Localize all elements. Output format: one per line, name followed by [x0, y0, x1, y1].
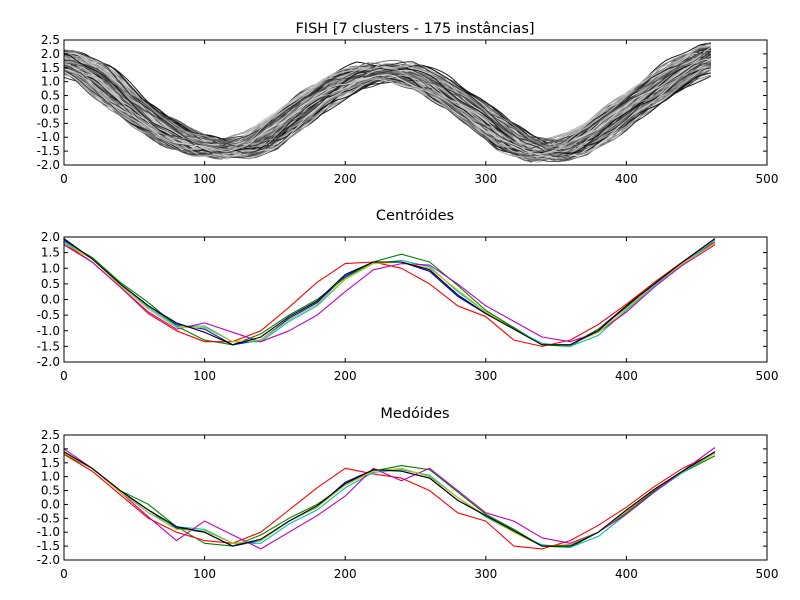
x-tick-label: 0	[60, 567, 68, 581]
x-tick-label: 500	[756, 567, 779, 581]
x-tick-label: 200	[334, 567, 357, 581]
panel-title: FISH [7 clusters - 175 instâncias]	[295, 21, 534, 37]
instance-line	[64, 52, 712, 154]
y-tick-label: -2.0	[37, 355, 60, 369]
y-tick-label: 2.5	[41, 428, 60, 442]
y-tick-label: -2.0	[37, 553, 60, 567]
instance-line	[64, 45, 711, 155]
y-tick-label: -0.5	[37, 308, 60, 322]
y-tick-label: 0.0	[41, 293, 60, 307]
plot-area: 0 100 200 300 400 500-2.0-1.5-1.0-0.50.00.51.…	[37, 33, 779, 186]
series-group	[64, 41, 712, 163]
y-tick-label: -1.0	[37, 324, 60, 338]
series-line	[64, 244, 716, 343]
y-tick-label: 0.5	[41, 484, 60, 498]
series-line	[64, 451, 716, 547]
x-tick-label: 200	[334, 172, 357, 186]
x-tick-label: 500	[756, 369, 779, 383]
y-tick-label: -1.5	[37, 539, 60, 553]
axes-frame	[63, 434, 768, 561]
plot-area: 0 100 200 300 400 500-2.0-1.5-1.0-0.50.00.51.…	[37, 428, 779, 581]
y-tick-label: -2.0	[37, 158, 60, 172]
y-tick-label: 1.0	[41, 75, 60, 89]
y-tick-label: 2.0	[41, 442, 60, 456]
series-group	[64, 447, 716, 550]
x-tick-label: 100	[193, 369, 216, 383]
x-tick-label: 300	[474, 567, 497, 581]
y-tick-label: 1.5	[41, 456, 60, 470]
series-line	[64, 453, 716, 549]
series-line	[64, 238, 716, 346]
panel-medoids: Medóides 0 100 200 300 400 500 -2.0-1.5-1.0-0.…	[37, 406, 779, 581]
series-line	[64, 241, 716, 347]
y-tick-label: -1.0	[37, 130, 60, 144]
y-tick-label: 0.5	[41, 277, 60, 291]
panel-title: Medóides	[380, 406, 449, 422]
y-tick-label: 2.5	[41, 33, 60, 47]
instance-line	[64, 50, 712, 157]
y-tick-label: -1.0	[37, 525, 60, 539]
y-tick-label: 1.0	[41, 261, 60, 275]
x-tick-label: 100	[193, 172, 216, 186]
y-tick-label: -1.5	[37, 144, 60, 158]
series-group	[64, 238, 716, 347]
series-line	[64, 447, 716, 550]
series-line	[64, 452, 716, 547]
x-tick-label: 100	[193, 567, 216, 581]
instance-line	[64, 51, 711, 157]
panel-title: Centróides	[376, 208, 454, 224]
y-tick-label: 2.0	[41, 230, 60, 244]
x-tick-label: 0	[60, 172, 68, 186]
instance-line	[64, 58, 711, 155]
x-tick-label: 400	[615, 369, 638, 383]
y-tick-label: 0.5	[41, 89, 60, 103]
x-tick-label: 0	[60, 369, 68, 383]
series-line	[64, 239, 716, 347]
y-tick-label: 1.0	[41, 470, 60, 484]
series-line	[64, 452, 716, 549]
y-tick-label: -1.5	[37, 339, 60, 353]
panel-centroids: Centróides 0 100 200 300 400 500 -2.0 -1.5-1.0 -…	[37, 208, 779, 383]
x-tick-label: 300	[474, 369, 497, 383]
axes-frame	[63, 39, 768, 166]
series-line	[64, 238, 716, 346]
y-tick-label: -0.5	[37, 116, 60, 130]
y-tick-label: 2.0	[41, 47, 60, 61]
series-line	[64, 452, 716, 550]
axes-frame	[63, 236, 768, 363]
y-tick-label: 1.5	[41, 246, 60, 260]
y-tick-label: 0.0	[41, 497, 60, 511]
y-tick-label: -0.5	[37, 511, 60, 525]
x-tick-label: 300	[474, 172, 497, 186]
instance-line	[64, 55, 712, 151]
series-line	[64, 241, 716, 347]
x-tick-label: 200	[334, 369, 357, 383]
series-line	[64, 451, 716, 547]
y-tick-label: 1.5	[41, 61, 60, 75]
series-line	[64, 242, 716, 346]
y-tick-label: 0.0	[41, 102, 60, 116]
x-tick-label: 400	[615, 172, 638, 186]
panel-fish-instances: FISH [7 clusters - 175 instâncias] 0 100 2…	[37, 21, 779, 186]
plot-area: 0 100 200 300 400 500 -2.0 -1.5-1.0 -0.50.0 0.5 1.…	[37, 230, 779, 383]
instance-line	[64, 66, 711, 152]
x-tick-label: 400	[615, 567, 638, 581]
x-tick-label: 500	[756, 172, 779, 186]
